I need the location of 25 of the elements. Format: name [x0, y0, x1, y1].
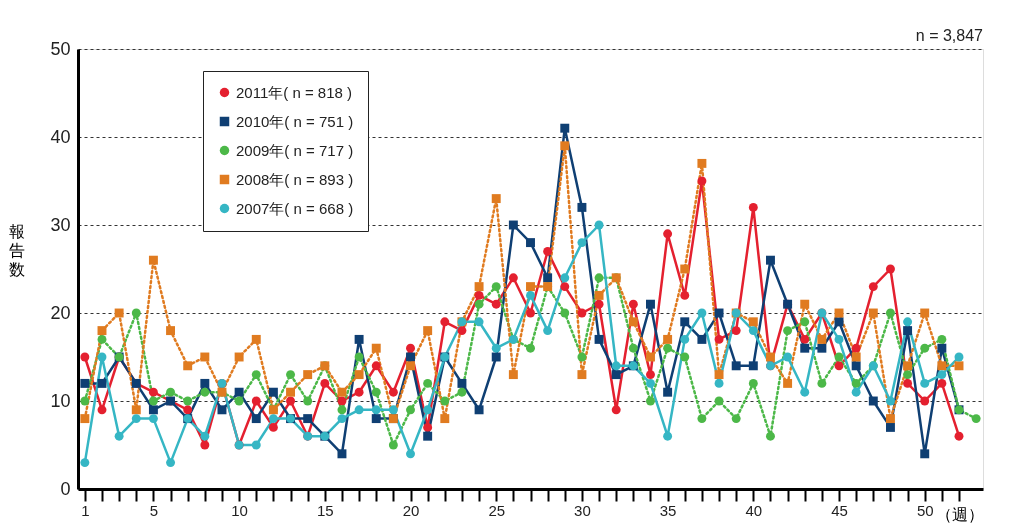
- x-tick-label: 5: [149, 501, 159, 519]
- legend-label: 2007年( n = 668 ): [236, 199, 354, 217]
- y-tick-label: 10: [50, 390, 71, 411]
- x-axis-title: （週）: [935, 505, 984, 523]
- y-axis-title: 報告数: [8, 222, 25, 278]
- x-tick-label: 30: [574, 501, 591, 519]
- legend-label: 2008年( n = 893 ): [236, 170, 354, 188]
- x-tick-label: 50: [916, 501, 934, 519]
- x-tick-label: 25: [488, 501, 506, 519]
- y-tick-label: 20: [50, 302, 71, 323]
- y-tick-label: 40: [50, 126, 71, 147]
- y-tick-label: 50: [50, 38, 71, 59]
- y-tick-label: 0: [60, 478, 71, 499]
- x-tick-label: 10: [231, 501, 248, 519]
- legend-label: 2011年( n = 818 ): [236, 83, 353, 101]
- x-tick-label: 45: [831, 501, 848, 519]
- y-tick-label: 30: [50, 214, 71, 235]
- x-tick-label: 40: [745, 501, 763, 519]
- x-tick-label: 1: [81, 501, 90, 519]
- legend-label: 2010年( n = 751 ): [236, 112, 354, 130]
- text: n = 3,847: [915, 27, 984, 44]
- x-tick-label: 20: [402, 501, 420, 519]
- x-tick-label: 35: [659, 501, 677, 519]
- x-tick-label: 15: [316, 501, 334, 519]
- legend-label: 2009年( n = 717 ): [236, 141, 354, 159]
